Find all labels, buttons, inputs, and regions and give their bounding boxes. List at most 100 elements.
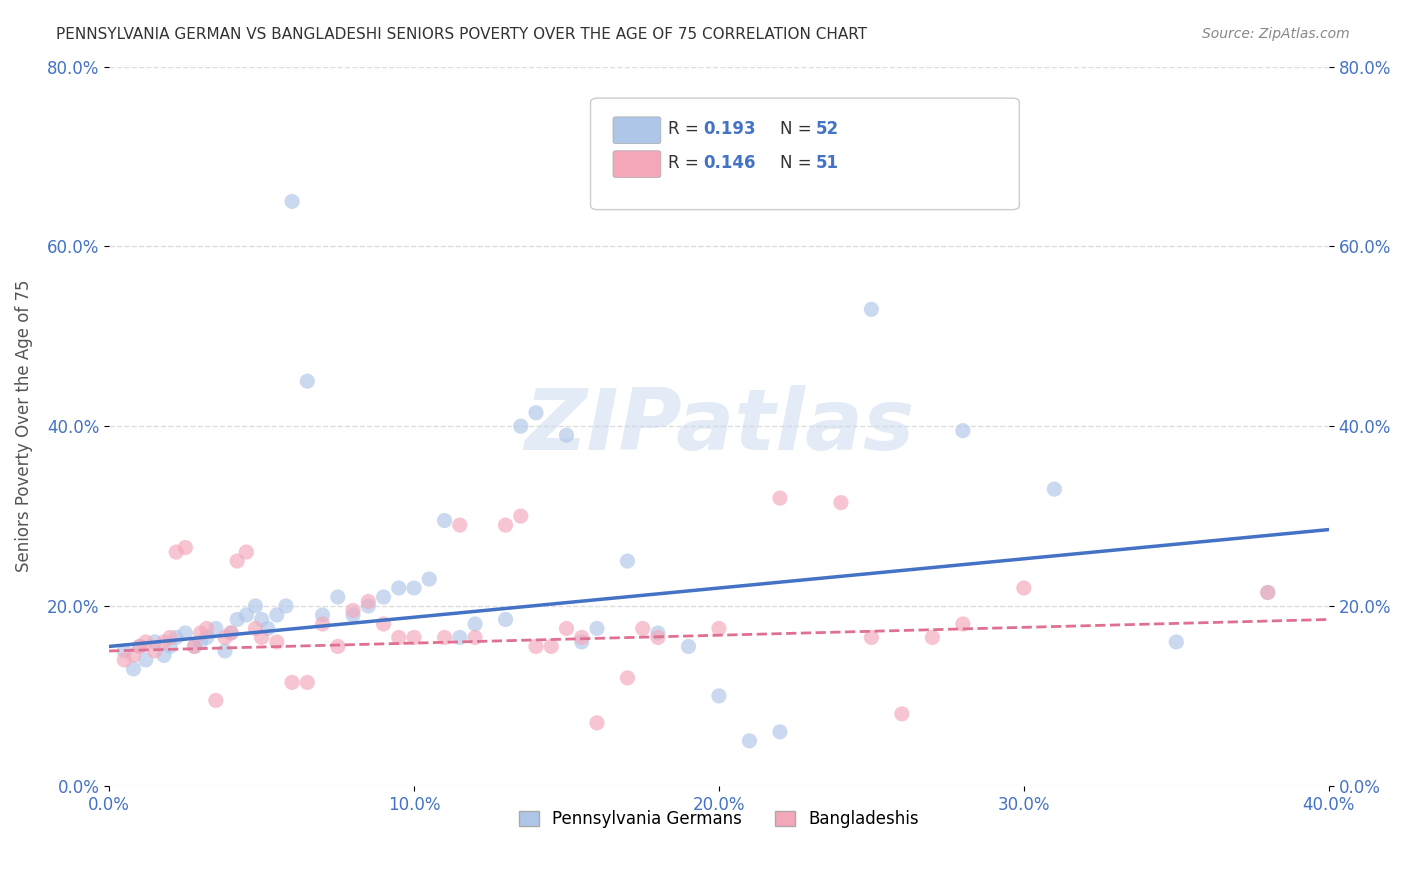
Point [281, 194, 304, 209]
Point [616, 554, 638, 568]
Point [769, 491, 792, 505]
Point [342, 603, 364, 617]
Point [952, 617, 974, 632]
Text: N =: N = [780, 154, 817, 172]
Point [112, 644, 135, 658]
Text: ZIPatlas: ZIPatlas [524, 384, 914, 467]
Point [524, 640, 547, 654]
Point [647, 626, 669, 640]
Point [205, 622, 228, 636]
Text: 52: 52 [815, 120, 838, 138]
Point [586, 715, 609, 730]
Point [373, 590, 395, 604]
Point [297, 374, 319, 388]
Point [159, 640, 181, 654]
Point [128, 640, 150, 654]
Point [449, 518, 471, 533]
Point [174, 626, 197, 640]
Point [373, 617, 395, 632]
Point [195, 631, 218, 645]
Legend: Pennsylvania Germans, Bangladeshis: Pennsylvania Germans, Bangladeshis [512, 804, 927, 835]
Point [135, 635, 157, 649]
Point [860, 631, 883, 645]
Point [707, 622, 730, 636]
Point [165, 631, 187, 645]
Point [1257, 585, 1279, 599]
Text: 0.193: 0.193 [703, 120, 755, 138]
Point [311, 607, 333, 622]
Point [495, 612, 517, 626]
Point [122, 648, 145, 663]
Point [205, 693, 228, 707]
Point [143, 644, 166, 658]
Text: 51: 51 [815, 154, 838, 172]
Point [571, 635, 593, 649]
Point [402, 631, 425, 645]
Point [190, 635, 212, 649]
Point [226, 612, 249, 626]
Point [952, 424, 974, 438]
Point [235, 545, 257, 559]
Point [509, 419, 531, 434]
Point [135, 653, 157, 667]
Point [245, 622, 267, 636]
Point [738, 734, 761, 748]
Text: R =: R = [668, 120, 704, 138]
Point [226, 554, 249, 568]
Point [165, 545, 187, 559]
Point [153, 648, 176, 663]
Point [830, 495, 852, 509]
Point [1257, 585, 1279, 599]
Point [509, 509, 531, 524]
Point [678, 640, 700, 654]
Point [464, 617, 486, 632]
Point [128, 640, 150, 654]
Text: R =: R = [668, 154, 704, 172]
Point [586, 622, 609, 636]
Point [540, 640, 562, 654]
Point [250, 612, 273, 626]
Point [464, 631, 486, 645]
Point [326, 590, 349, 604]
Point [647, 631, 669, 645]
Point [190, 626, 212, 640]
Point [449, 631, 471, 645]
Point [214, 631, 236, 645]
Point [266, 607, 288, 622]
Point [266, 635, 288, 649]
Point [219, 626, 242, 640]
Point [245, 599, 267, 613]
Point [616, 671, 638, 685]
Point [555, 622, 578, 636]
Point [1043, 482, 1066, 496]
Point [921, 631, 943, 645]
Point [433, 514, 456, 528]
Point [256, 622, 278, 636]
Point [274, 599, 297, 613]
Point [250, 631, 273, 645]
Y-axis label: Seniors Poverty Over the Age of 75: Seniors Poverty Over the Age of 75 [15, 280, 32, 573]
Text: N =: N = [780, 120, 817, 138]
Point [524, 406, 547, 420]
Point [159, 631, 181, 645]
Point [143, 635, 166, 649]
Point [1166, 635, 1188, 649]
Point [418, 572, 440, 586]
Point [311, 617, 333, 632]
Point [235, 607, 257, 622]
Point [769, 724, 792, 739]
Point [571, 631, 593, 645]
Point [433, 631, 456, 645]
Point [183, 640, 205, 654]
Point [402, 581, 425, 595]
Text: Source: ZipAtlas.com: Source: ZipAtlas.com [1202, 27, 1350, 41]
Point [357, 594, 380, 608]
Point [174, 541, 197, 555]
Point [388, 581, 411, 595]
Point [495, 518, 517, 533]
Text: PENNSYLVANIA GERMAN VS BANGLADESHI SENIORS POVERTY OVER THE AGE OF 75 CORRELATIO: PENNSYLVANIA GERMAN VS BANGLADESHI SENIO… [56, 27, 868, 42]
Point [219, 626, 242, 640]
Point [214, 644, 236, 658]
Point [183, 640, 205, 654]
Point [890, 706, 912, 721]
